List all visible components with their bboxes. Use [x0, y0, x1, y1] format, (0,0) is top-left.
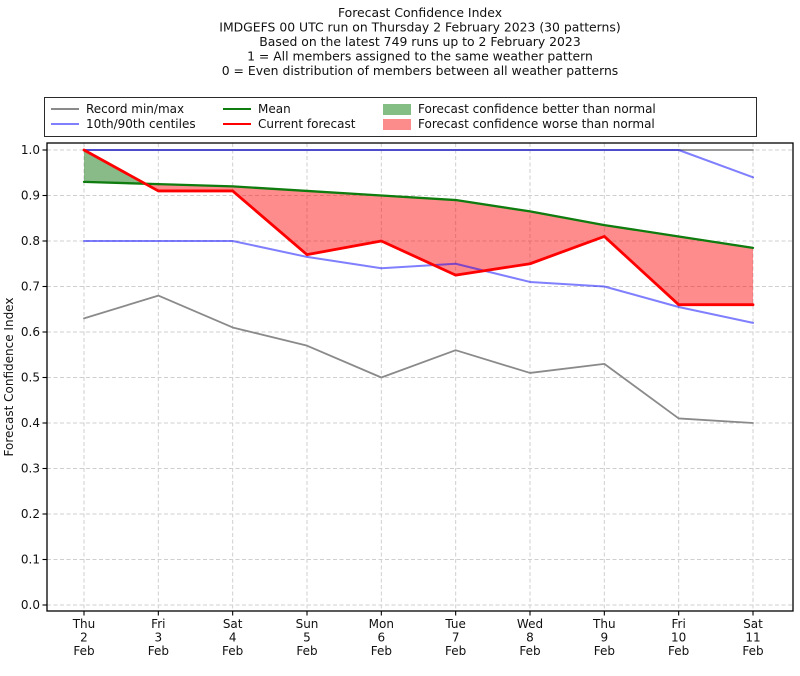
x-tick-label: 2: [80, 631, 88, 645]
y-tick-label: 0.9: [21, 189, 40, 203]
x-tick-label: Feb: [594, 644, 615, 658]
x-tick-label: 10: [671, 631, 686, 645]
y-tick-label: 0.3: [21, 462, 40, 476]
legend-label-current-forecast: Current forecast: [258, 117, 356, 131]
y-tick-label: 0.5: [21, 371, 40, 385]
x-tick-label: Sat: [743, 617, 763, 631]
x-tick-label: 7: [452, 631, 460, 645]
axis-ticks: [42, 149, 754, 616]
x-tick-label: Feb: [742, 644, 763, 658]
x-tick-label: 3: [155, 631, 163, 645]
x-tick-label: Feb: [519, 644, 540, 658]
y-tick-label: 0.6: [21, 325, 40, 339]
legend-box: Record min/max 10th/90th centiles Mean C…: [44, 97, 757, 137]
legend-label-confidence-worse: Forecast confidence worse than normal: [418, 117, 655, 131]
series-centile-10-line: [83, 240, 754, 324]
x-tick-label: 4: [229, 631, 237, 645]
legend-label-centiles: 10th/90th centiles: [86, 117, 196, 131]
x-tick-label: 8: [526, 631, 534, 645]
gridlines: [47, 143, 793, 611]
plot-area: 0.00.10.20.30.40.50.60.70.80.91.0Thu2Feb…: [21, 142, 794, 658]
series-centile-90-line: [83, 149, 754, 179]
x-tick-label: Sun: [296, 617, 319, 631]
x-tick-label: Thu: [592, 617, 616, 631]
chart-subtitle-4: 0 = Even distribution of members between…: [222, 63, 619, 78]
legend-item-centiles: 10th/90th centiles: [51, 117, 196, 131]
legend-item-record-minmax: Record min/max: [51, 102, 184, 116]
x-tick-label: Feb: [296, 644, 317, 658]
x-tick-label: Tue: [444, 617, 466, 631]
x-tick-label: Feb: [668, 644, 689, 658]
y-tick-label: 0.8: [21, 234, 40, 248]
x-tick-label: Feb: [148, 644, 169, 658]
chart-title-block: Forecast Confidence Index IMDGEFS 00 UTC…: [219, 5, 620, 78]
x-tick-label: 11: [745, 631, 760, 645]
x-tick-label: 9: [601, 631, 609, 645]
centiles-line-swatch: [51, 122, 79, 126]
chart-subtitle-3: 1 = All members assigned to the same wea…: [247, 49, 593, 64]
y-tick-label: 0.4: [21, 416, 40, 430]
legend-label-mean: Mean: [258, 102, 291, 116]
x-tick-label: Feb: [73, 644, 94, 658]
series-mean-line: [82, 180, 755, 249]
axis-tick-labels: 0.00.10.20.30.40.50.60.70.80.91.0Thu2Feb…: [21, 143, 764, 658]
x-tick-label: Fri: [672, 617, 686, 631]
x-tick-label: Fri: [151, 617, 165, 631]
legend-label-record-minmax: Record min/max: [86, 102, 185, 116]
y-axis-label: Forecast Confidence Index: [2, 298, 16, 457]
y-tick-label: 0.0: [21, 598, 40, 612]
fill-confidence-worse: [145, 183, 753, 305]
y-tick-label: 1.0: [21, 143, 40, 157]
x-tick-label: Wed: [517, 617, 543, 631]
x-tick-label: Feb: [371, 644, 392, 658]
x-tick-label: 6: [378, 631, 386, 645]
legend-item-mean: Mean: [223, 102, 291, 116]
chart-subtitle-2: Based on the latest 749 runs up to 2 Feb…: [259, 34, 580, 49]
x-tick-label: Thu: [72, 617, 96, 631]
x-tick-label: Feb: [445, 644, 466, 658]
legend-item-current-forecast: Current forecast: [223, 117, 355, 131]
y-tick-label: 0.1: [21, 553, 40, 567]
x-tick-label: 5: [303, 631, 311, 645]
mean-line-swatch: [223, 107, 251, 111]
confidence-better-patch-swatch: [383, 103, 411, 115]
series-record-min-line: [83, 294, 754, 424]
x-tick-label: Mon: [369, 617, 394, 631]
x-tick-label: Feb: [222, 644, 243, 658]
legend-item-confidence-better: Forecast confidence better than normal: [383, 102, 656, 116]
x-tick-label: Sat: [223, 617, 243, 631]
confidence-worse-patch-swatch: [383, 118, 411, 130]
legend-label-confidence-better: Forecast confidence better than normal: [418, 102, 656, 116]
record-minmax-line-swatch: [51, 107, 79, 111]
series-current-line: [82, 148, 755, 307]
y-tick-label: 0.2: [21, 507, 40, 521]
y-tick-label: 0.7: [21, 280, 40, 294]
chart-subtitle-1: IMDGEFS 00 UTC run on Thursday 2 Februar…: [219, 20, 620, 35]
legend-item-confidence-worse: Forecast confidence worse than normal: [383, 117, 655, 131]
chart-title: Forecast Confidence Index: [338, 5, 502, 20]
current-forecast-line-swatch: [223, 122, 251, 126]
